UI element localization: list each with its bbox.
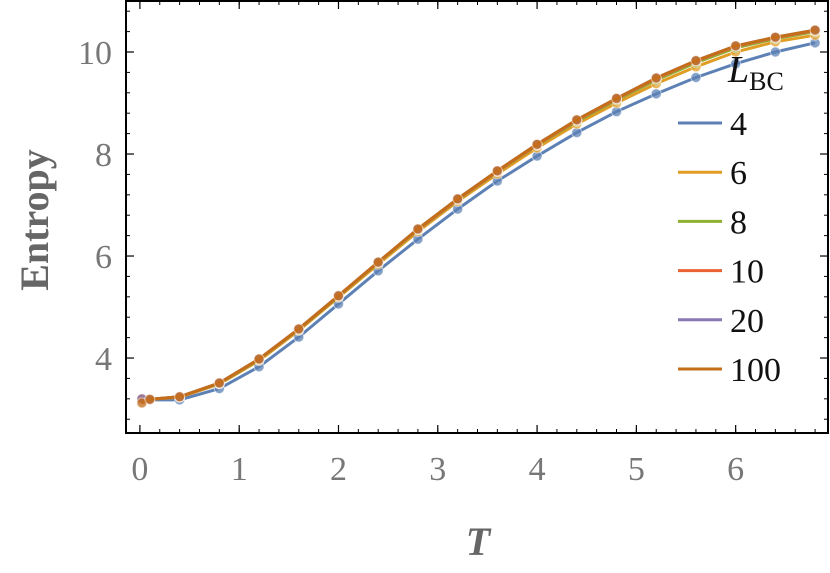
x-tick-label: 1 <box>231 451 248 488</box>
x-axis-label: T <box>466 519 492 564</box>
legend-title-main: L <box>727 49 749 91</box>
legend-label: 20 <box>730 303 764 340</box>
data-point <box>730 40 742 52</box>
y-axis-label: Entropy <box>12 149 57 291</box>
legend-label: 4 <box>730 106 747 143</box>
legend-label: 100 <box>730 352 781 389</box>
data-point <box>213 377 225 389</box>
legend-title: LBC <box>727 49 784 96</box>
data-point <box>611 92 623 104</box>
data-point <box>809 24 821 36</box>
data-point <box>144 393 156 405</box>
y-tick-label: 8 <box>95 137 112 174</box>
series-line <box>141 29 816 401</box>
data-point <box>174 391 186 403</box>
data-point <box>650 72 662 84</box>
series-line <box>141 28 816 401</box>
legend-label: 6 <box>730 155 747 192</box>
data-point <box>412 223 424 235</box>
y-tick-label: 4 <box>95 341 112 378</box>
legend-label: 10 <box>730 254 764 291</box>
x-tick-label: 3 <box>429 451 446 488</box>
x-tick-label: 4 <box>529 451 546 488</box>
legend-label: 8 <box>730 204 747 241</box>
data-point <box>690 72 702 84</box>
plot-frame <box>125 0 829 434</box>
data-point <box>769 31 781 43</box>
data-point <box>531 138 543 150</box>
data-point <box>332 290 344 302</box>
data-point <box>730 58 742 70</box>
data-point <box>452 193 464 205</box>
data-point <box>690 55 702 67</box>
x-tick-label: 5 <box>628 451 645 488</box>
y-tick-label: 10 <box>78 35 112 72</box>
data-point <box>372 256 384 268</box>
x-tick-label: 6 <box>727 451 744 488</box>
data-point <box>571 114 583 126</box>
data-point <box>769 46 781 58</box>
data-point <box>293 323 305 335</box>
data-point <box>253 353 265 365</box>
legend-title-sub: BC <box>749 67 784 96</box>
series-line <box>141 28 816 405</box>
data-point <box>491 165 503 177</box>
data-point <box>650 88 662 100</box>
series-line <box>141 30 816 401</box>
x-tick-label: 2 <box>330 451 347 488</box>
y-tick-label: 6 <box>95 239 112 276</box>
series-line <box>141 33 816 401</box>
x-tick-label: 0 <box>131 451 148 488</box>
